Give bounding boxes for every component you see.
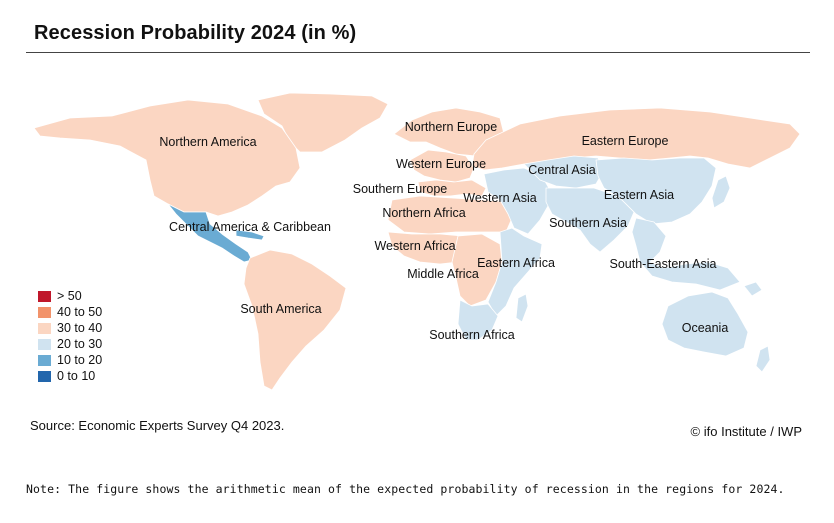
legend-label: 0 to 10: [57, 369, 96, 383]
region-south-america[interactable]: [243, 249, 347, 391]
legend-label: 20 to 30: [57, 337, 103, 351]
legend-swatch: [38, 338, 51, 350]
legend-swatch: [38, 370, 51, 382]
legend-label: > 50: [57, 289, 82, 303]
legend-item: > 50: [38, 288, 102, 304]
legend-label: 10 to 20: [57, 353, 103, 367]
region-middle-africa[interactable]: [451, 233, 503, 307]
region-japan[interactable]: [711, 175, 731, 209]
label-central-america: Central America & Caribbean: [169, 220, 331, 234]
label-middle-africa: Middle Africa: [407, 267, 479, 281]
region-western-europe[interactable]: [409, 149, 475, 183]
region-southern-asia[interactable]: [545, 187, 635, 253]
legend-swatch: [38, 290, 51, 302]
label-south-eastern-asia: South-Eastern Asia: [609, 257, 716, 271]
legend-label: 40 to 50: [57, 305, 103, 319]
legend-item: 0 to 10: [38, 368, 102, 384]
legend-swatch: [38, 306, 51, 318]
region-eastern-europe[interactable]: [471, 107, 801, 171]
label-northern-america: Northern America: [159, 135, 256, 149]
region-northern-america[interactable]: [33, 99, 301, 217]
map-title: Recession Probability 2024 (in %): [34, 22, 357, 44]
legend: > 50 40 to 50 30 to 40 20 to 30 10 to 20…: [38, 288, 102, 384]
region-central-america[interactable]: [167, 203, 253, 263]
region-pacific-islands[interactable]: [743, 281, 763, 297]
label-eastern-europe: Eastern Europe: [582, 134, 669, 148]
label-eastern-asia: Eastern Asia: [604, 188, 674, 202]
label-western-africa: Western Africa: [374, 239, 455, 253]
region-caribbean-islands[interactable]: [235, 229, 265, 241]
legend-item: 10 to 20: [38, 352, 102, 368]
region-south-eastern-asia[interactable]: [631, 217, 741, 291]
region-southern-europe[interactable]: [417, 179, 487, 197]
region-new-zealand[interactable]: [755, 345, 771, 373]
note-text: Note: The figure shows the arithmetic me…: [26, 482, 785, 496]
region-oceania[interactable]: [661, 291, 749, 357]
label-western-europe: Western Europe: [396, 157, 486, 171]
label-southern-europe: Southern Europe: [353, 182, 448, 196]
title-divider: [26, 52, 810, 53]
legend-swatch: [38, 322, 51, 334]
legend-item: 40 to 50: [38, 304, 102, 320]
label-northern-africa: Northern Africa: [382, 206, 465, 220]
legend-swatch: [38, 354, 51, 366]
region-greenland: [257, 92, 389, 153]
label-eastern-africa: Eastern Africa: [477, 256, 555, 270]
legend-item: 20 to 30: [38, 336, 102, 352]
region-southern-africa[interactable]: [457, 299, 499, 341]
label-northern-europe: Northern Europe: [405, 120, 497, 134]
region-eastern-asia[interactable]: [595, 157, 717, 225]
source-text: Source: Economic Experts Survey Q4 2023.: [30, 418, 285, 433]
legend-item: 30 to 40: [38, 320, 102, 336]
label-southern-africa: Southern Africa: [429, 328, 515, 342]
credit-text: © ifo Institute / IWP: [690, 424, 802, 439]
label-western-asia: Western Asia: [463, 191, 536, 205]
label-central-asia: Central Asia: [528, 163, 595, 177]
region-madagascar[interactable]: [515, 293, 529, 323]
legend-label: 30 to 40: [57, 321, 103, 335]
label-southern-asia: Southern Asia: [549, 216, 627, 230]
region-western-asia[interactable]: [483, 167, 551, 235]
label-south-america: South America: [240, 302, 321, 316]
region-eastern-africa[interactable]: [487, 227, 543, 317]
label-oceania: Oceania: [682, 321, 729, 335]
